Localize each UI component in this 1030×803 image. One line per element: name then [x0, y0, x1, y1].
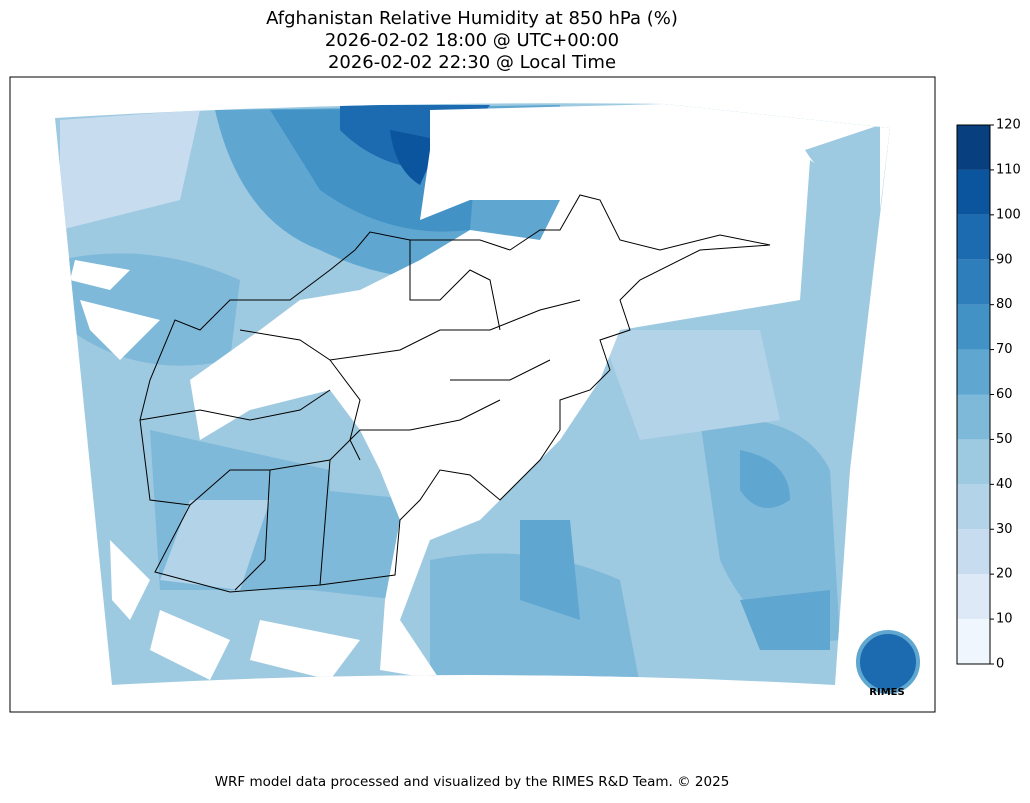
- logo-text: RIMES: [869, 687, 904, 698]
- title-line: 2026-02-02 18:00 @ UTC+00:00: [325, 30, 619, 51]
- colorbar-tick-label: 70: [996, 342, 1013, 357]
- colorbar-tick-label: 10: [996, 612, 1013, 627]
- title: Afghanistan Relative Humidity at 850 hPa…: [266, 8, 678, 73]
- colorbar-segment: [957, 529, 990, 575]
- colorbar-segment: [957, 619, 990, 664]
- colorbar-tick-label: 40: [996, 477, 1013, 492]
- colorbar: 0 10 20 30 40 50 60 70 80 90 100 110 120: [956, 118, 1021, 672]
- colorbar-tick-label: 20: [996, 567, 1013, 582]
- colorbar-tick-label: 60: [996, 387, 1013, 402]
- title-line: Afghanistan Relative Humidity at 850 hPa…: [266, 8, 678, 29]
- colorbar-tick-label: 90: [996, 252, 1013, 267]
- colorbar-tick-label: 0: [996, 657, 1004, 672]
- colorbar-tick-label: 30: [996, 522, 1013, 537]
- title-line: 2026-02-02 22:30 @ Local Time: [328, 52, 616, 73]
- colorbar-segment: [957, 349, 990, 395]
- logo: RIMES: [856, 630, 920, 698]
- colorbar-tick-label: 50: [996, 432, 1013, 447]
- colorbar-segment: [957, 304, 990, 350]
- colorbar-segment: [957, 439, 990, 485]
- colorbar-segment: [957, 169, 990, 215]
- colorbar-segment: [957, 214, 990, 260]
- borders: [139, 194, 771, 593]
- colorbar-tick-label: 80: [996, 297, 1013, 312]
- colorbar-tick-label: 100: [996, 207, 1021, 222]
- colorbar-tick-label: 120: [996, 118, 1021, 133]
- map-frame: [9, 76, 936, 713]
- footer: WRF model data processed and visualized …: [215, 774, 730, 790]
- colorbar-tick-label: 110: [996, 162, 1021, 177]
- colorbar-segment: [957, 574, 990, 620]
- colorbar-segment: [957, 125, 990, 170]
- colorbar-segment: [957, 484, 990, 530]
- colorbar-segment: [957, 394, 990, 440]
- colorbar-segment: [957, 259, 990, 305]
